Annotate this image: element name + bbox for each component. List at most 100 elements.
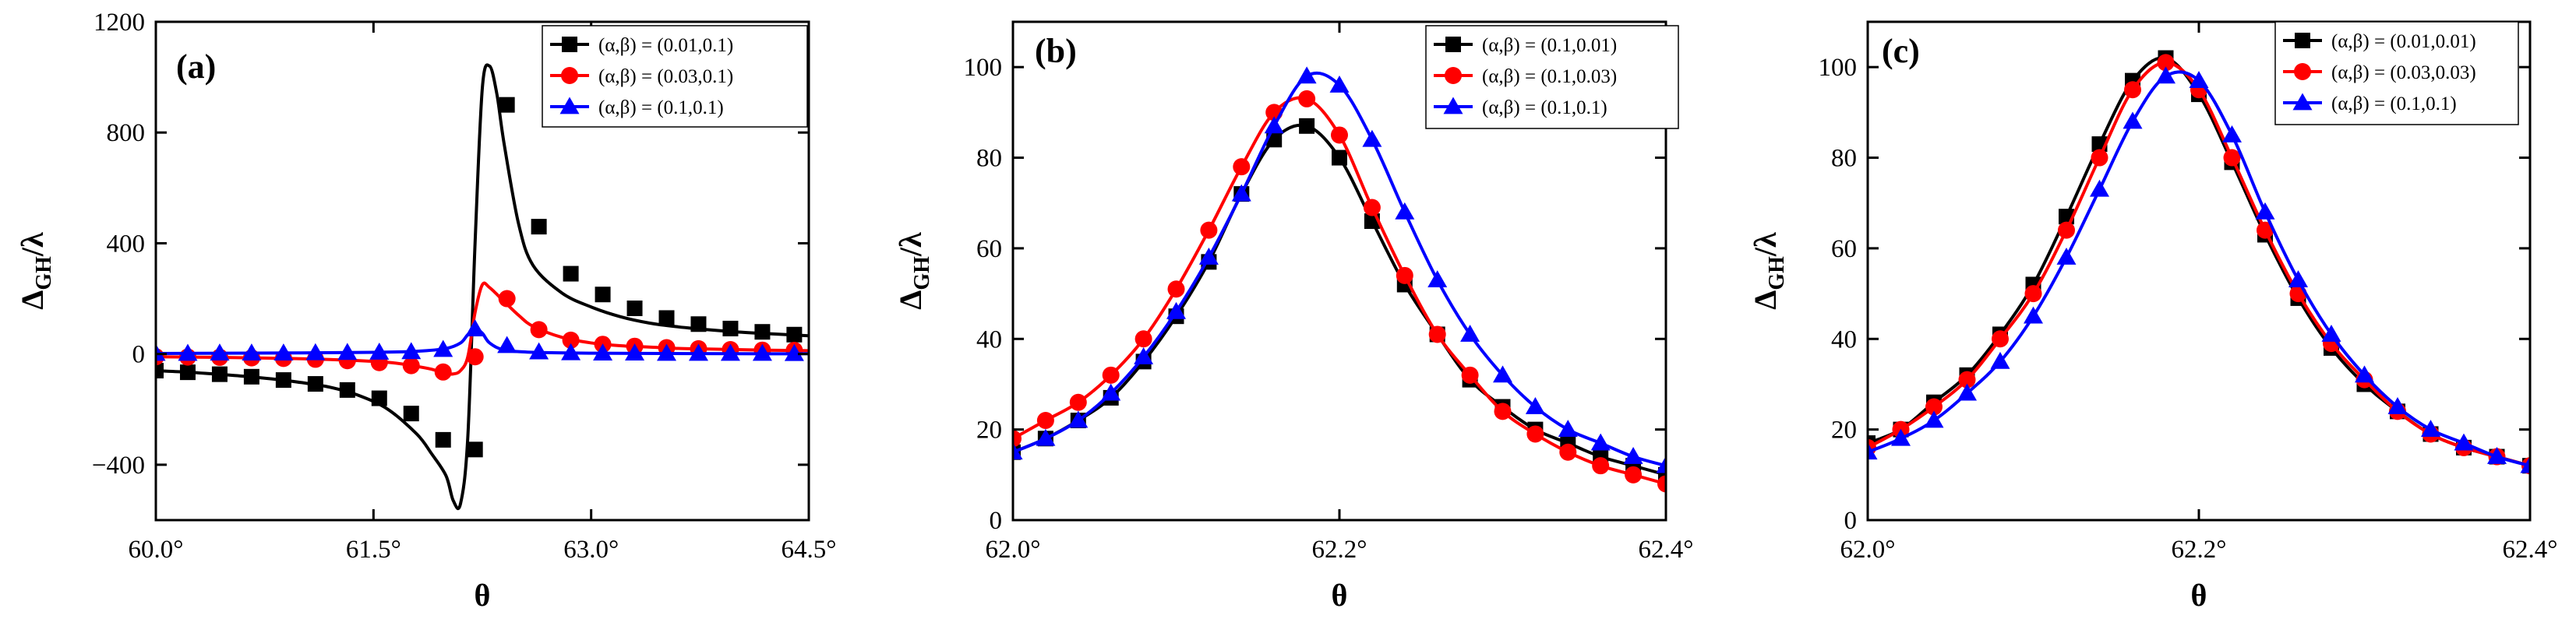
data-point-s3-21 <box>1656 455 1666 473</box>
data-point-s1-7 <box>339 382 355 398</box>
data-point-s3-4 <box>1101 383 1121 401</box>
data-point-s3-7 <box>2056 248 2077 265</box>
plot-area <box>156 63 809 511</box>
y-tick-label: 0 <box>990 507 1003 535</box>
data-point-s3-21 <box>784 343 804 361</box>
data-point-s2-9 <box>402 357 420 375</box>
axis-frame <box>154 20 810 522</box>
x-axis-label: θ <box>1332 578 1348 613</box>
data-point-s2-16 <box>1494 403 1512 420</box>
data-point-s1-10 <box>435 431 451 448</box>
panel-label: (c) <box>1882 32 1920 70</box>
data-point-s3-1 <box>156 343 166 361</box>
data-point-s3-11 <box>1329 75 1350 93</box>
data-point-s2-4 <box>1102 366 1120 384</box>
data-point-s3-21 <box>2520 455 2530 473</box>
data-point-s3-8 <box>1231 184 1251 202</box>
data-point-s3-16 <box>625 343 645 360</box>
data-point-s3-11 <box>465 319 485 337</box>
y-tick-label: 80 <box>1831 145 1857 173</box>
legend-marker <box>1445 37 1461 52</box>
y-tick-label: 60 <box>1831 235 1857 263</box>
data-point-s1-11 <box>1332 149 1347 166</box>
y-tick-label: 20 <box>976 417 1002 445</box>
data-point-s3-9 <box>1264 116 1284 134</box>
data-point-s2-6 <box>1167 280 1185 298</box>
data-point-s2-17 <box>1526 425 1544 443</box>
legend-entry: (α,β) = (0.1,0.01) <box>1482 35 1617 56</box>
data-point-s3-16 <box>2355 365 2374 383</box>
y-tick-label: 0 <box>1844 507 1858 535</box>
data-point-s3-19 <box>1590 433 1611 451</box>
plot-area <box>1013 66 1666 493</box>
data-point-s1-12 <box>499 97 515 113</box>
data-point-s2-12 <box>1363 199 1381 216</box>
data-point-s2-2 <box>1036 412 1054 429</box>
data-point-s3-5 <box>273 343 294 360</box>
data-point-s2-15 <box>1461 366 1479 384</box>
legend-marker <box>559 97 580 114</box>
x-tick-label: 62.4° <box>2503 536 2558 564</box>
data-point-s2-13 <box>2257 221 2274 239</box>
y-tick-label: 800 <box>107 119 146 147</box>
x-tick-label: 60.0° <box>129 536 184 564</box>
y-axis-label: ΔGH/λ <box>15 232 56 310</box>
data-point-s3-9 <box>401 342 422 360</box>
y-tick-label: 1200 <box>94 9 145 37</box>
data-point-s3-15 <box>1460 324 1480 342</box>
data-point-s3-17 <box>2387 397 2408 414</box>
data-point-s3-2 <box>1891 428 1911 446</box>
y-tick-label: 80 <box>976 145 1002 173</box>
data-point-s2-3 <box>1925 398 1943 416</box>
data-point-s3-2 <box>178 343 198 361</box>
data-point-s3-7 <box>337 343 358 360</box>
data-point-s1-2 <box>179 364 196 381</box>
y-tick-label: 0 <box>132 341 146 369</box>
legend-entry: (α,β) = (0.01,0.01) <box>2331 31 2476 52</box>
data-point-s2-10 <box>434 363 452 381</box>
data-point-s3-11 <box>2189 71 2209 89</box>
data-point-s2-14 <box>562 331 580 349</box>
data-point-s1-20 <box>754 324 771 340</box>
y-tick-label: 400 <box>107 230 146 258</box>
data-point-s2-11 <box>1331 126 1348 144</box>
data-point-s3-20 <box>752 343 772 361</box>
data-point-s3-9 <box>2123 111 2143 129</box>
data-point-s1-18 <box>690 316 707 332</box>
data-point-s1-8 <box>371 390 387 406</box>
data-point-s2-5 <box>1134 330 1152 348</box>
legend-marker <box>2294 63 2311 80</box>
data-point-s3-17 <box>1525 397 1545 414</box>
x-tick-label: 62.0° <box>1840 536 1896 564</box>
data-point-s3-12 <box>2222 125 2242 142</box>
panel-label: (b) <box>1035 32 1077 70</box>
data-point-s2-21 <box>1657 475 1666 493</box>
data-point-s3-5 <box>1990 351 2010 369</box>
data-point-s3-6 <box>2024 306 2043 324</box>
data-point-s3-16 <box>1493 365 1512 383</box>
legend-marker <box>2292 93 2313 111</box>
data-point-s3-6 <box>1166 301 1186 319</box>
data-point-s3-4 <box>1957 383 1977 401</box>
data-point-s2-12 <box>2223 149 2241 167</box>
data-point-s3-13 <box>1395 202 1415 220</box>
data-point-s3-19 <box>2454 433 2474 451</box>
data-point-s3-13 <box>2255 202 2275 220</box>
data-point-s1-13 <box>531 219 547 235</box>
y-tick-label: 100 <box>964 54 1003 82</box>
legend-entry: (α,β) = (0.03,0.03) <box>2331 62 2476 83</box>
data-point-s2-3 <box>1069 393 1087 411</box>
data-point-s2-13 <box>530 321 548 339</box>
legend: (α,β) = (0.1,0.01) (α,β) = (0.1,0.03) (α,β… <box>1425 25 1679 129</box>
legend-entry: (α,β) = (0.1,0.1) <box>1482 97 1607 118</box>
data-point-s3-14 <box>1427 270 1448 288</box>
data-point-s2-11 <box>466 348 484 366</box>
x-tick-label: 64.5° <box>782 536 837 564</box>
data-point-s3-12 <box>497 336 517 353</box>
data-point-s2-19 <box>1592 457 1610 475</box>
data-point-s1-21 <box>786 326 803 343</box>
data-point-s2-14 <box>1428 325 1446 343</box>
data-point-s2-10 <box>2157 54 2175 72</box>
legend-marker <box>1443 97 1463 114</box>
